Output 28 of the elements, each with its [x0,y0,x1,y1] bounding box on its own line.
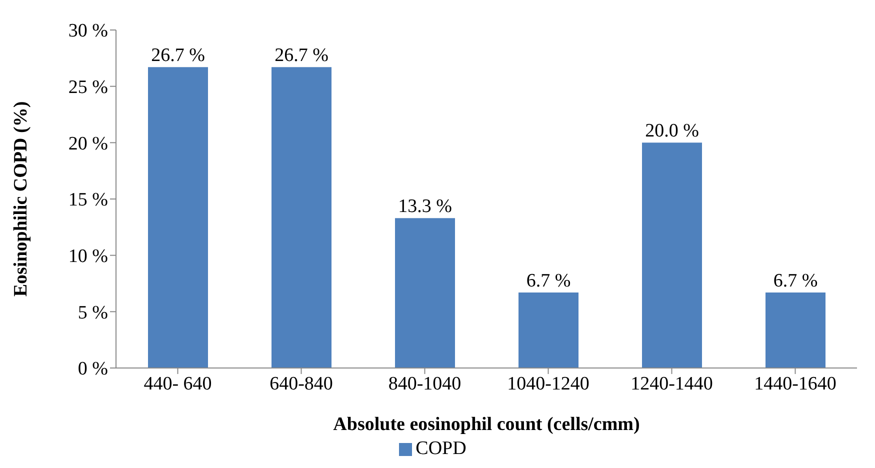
x-tick-label: 440- 640 [144,373,212,394]
data-label: 26.7 % [274,45,329,66]
x-axis-title: Absolute eosinophil count (cells/cmm) [333,414,640,435]
x-tick-label: 640-840 [270,373,333,394]
bar [642,142,702,368]
legend-label: COPD [416,438,466,459]
x-tick-label: 840-1040 [388,373,462,394]
y-tick-label: 0 % [78,358,108,380]
x-tick-label: 1240-1440 [630,373,713,394]
y-axis-title: Eosinophilic COPD (%) [10,101,32,297]
bar [272,67,332,368]
bar [766,292,826,368]
y-tick-label: 25 % [68,77,108,98]
bar [518,292,578,368]
bar [148,67,208,368]
data-label: 20.0 % [645,120,700,142]
bar [395,218,455,368]
data-label: 6.7 % [526,270,571,292]
data-label: 26.7 % [151,45,206,66]
x-tick-label: 1040-1240 [507,373,590,394]
y-tick-label: 15 % [68,190,108,211]
y-tick-label: 5 % [78,302,108,324]
data-label: 13.3 % [398,196,452,218]
y-tick-label: 30 % [68,20,108,42]
x-tick-label: 1440-1640 [754,373,836,394]
y-tick-label: 20 % [68,133,108,154]
y-tick-label: 10 % [68,246,108,268]
data-label: 6.7 % [773,270,818,292]
